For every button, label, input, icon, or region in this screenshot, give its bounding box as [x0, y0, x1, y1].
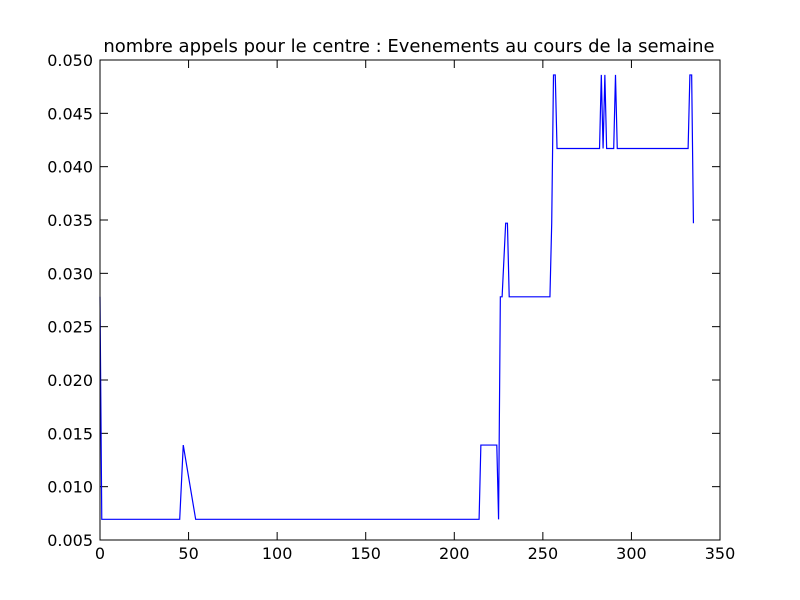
- x-tick-label: 100: [262, 544, 293, 563]
- x-tick-label: 50: [178, 544, 198, 563]
- y-tick-label: 0.025: [47, 318, 93, 337]
- y-tick-label: 0.005: [47, 531, 93, 550]
- y-tick-label: 0.035: [47, 211, 93, 230]
- plot-frame: [99, 59, 721, 541]
- y-tick-label: 0.045: [47, 104, 93, 123]
- x-tick-label: 200: [439, 544, 470, 563]
- axis-ticks: 0 50 100 150 200 250 300 350 0.005 0.010 0.015 0.02…: [47, 51, 735, 563]
- plot-area: [100, 60, 720, 540]
- x-tick-label: 0: [95, 544, 105, 563]
- chart-title: nombre appels pour le centre : Evenement…: [103, 36, 714, 57]
- x-tick-label: 150: [350, 544, 381, 563]
- y-tick-label: 0.020: [47, 371, 93, 390]
- x-tick-label: 250: [528, 544, 559, 563]
- x-tick-label: 350: [705, 544, 736, 563]
- y-tick-label: 0.010: [47, 478, 93, 497]
- y-tick-label: 0.030: [47, 264, 93, 283]
- y-tick-label: 0.040: [47, 158, 93, 177]
- series-line: [99, 74, 695, 520]
- y-tick-label: 0.015: [47, 424, 93, 443]
- y-tick-label: 0.050: [47, 51, 93, 70]
- x-tick-label: 300: [616, 544, 647, 563]
- series-group: [99, 74, 695, 520]
